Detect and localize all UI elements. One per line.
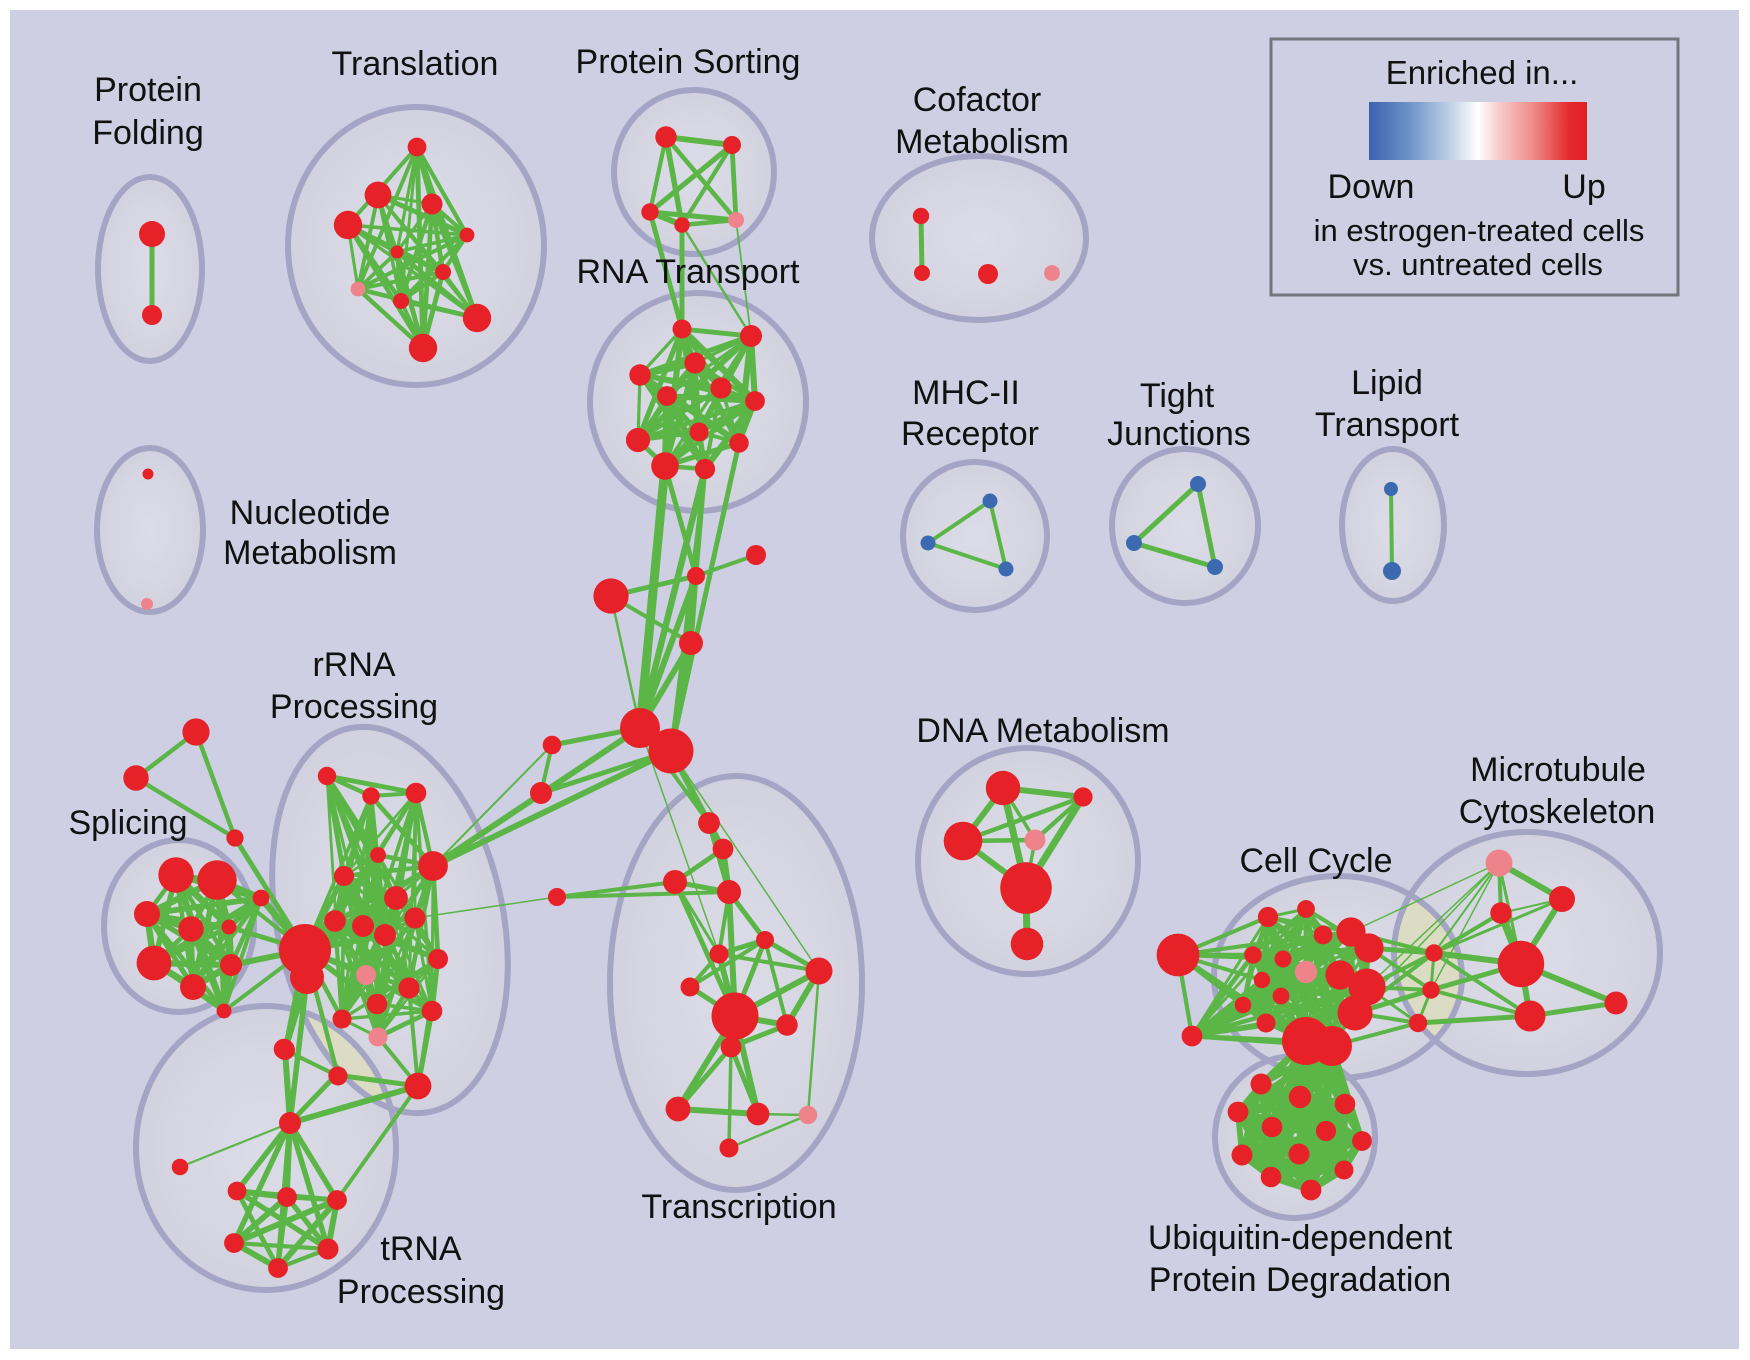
svg-text:Up: Up (1562, 168, 1605, 206)
svg-text:Protein Degradation: Protein Degradation (1149, 1261, 1451, 1299)
svg-text:Processing: Processing (270, 688, 438, 726)
svg-text:Metabolism: Metabolism (895, 123, 1069, 161)
svg-text:Lipid: Lipid (1351, 364, 1423, 402)
svg-text:tRNA: tRNA (380, 1230, 462, 1268)
svg-text:Enriched in...: Enriched in... (1386, 54, 1579, 91)
svg-text:Translation: Translation (332, 45, 499, 83)
svg-text:Processing: Processing (337, 1273, 505, 1311)
svg-text:MHC-II: MHC-II (912, 374, 1020, 412)
svg-text:Protein Sorting: Protein Sorting (576, 43, 801, 81)
svg-text:Transport: Transport (1315, 406, 1460, 444)
svg-text:Splicing: Splicing (68, 804, 187, 842)
svg-text:Protein: Protein (94, 71, 202, 109)
svg-text:DNA Metabolism: DNA Metabolism (916, 712, 1169, 750)
svg-text:Ubiquitin-dependent: Ubiquitin-dependent (1148, 1219, 1453, 1257)
svg-text:vs. untreated cells: vs. untreated cells (1353, 247, 1603, 282)
svg-text:in estrogen-treated cells: in estrogen-treated cells (1314, 213, 1645, 248)
svg-text:Nucleotide: Nucleotide (230, 494, 391, 532)
svg-text:RNA Transport: RNA Transport (577, 253, 801, 291)
svg-text:Cofactor: Cofactor (913, 81, 1042, 119)
svg-text:Tight: Tight (1140, 377, 1215, 415)
svg-text:Cytoskeleton: Cytoskeleton (1459, 793, 1656, 831)
svg-text:Transcription: Transcription (641, 1188, 836, 1226)
svg-text:Down: Down (1328, 168, 1415, 206)
svg-text:Cell Cycle: Cell Cycle (1239, 842, 1392, 880)
svg-text:Junctions: Junctions (1107, 415, 1251, 453)
svg-text:Metabolism: Metabolism (223, 534, 397, 572)
svg-text:rRNA: rRNA (312, 646, 395, 684)
svg-text:Microtubule: Microtubule (1470, 751, 1646, 789)
svg-text:Receptor: Receptor (901, 415, 1039, 453)
svg-text:Folding: Folding (92, 114, 204, 152)
